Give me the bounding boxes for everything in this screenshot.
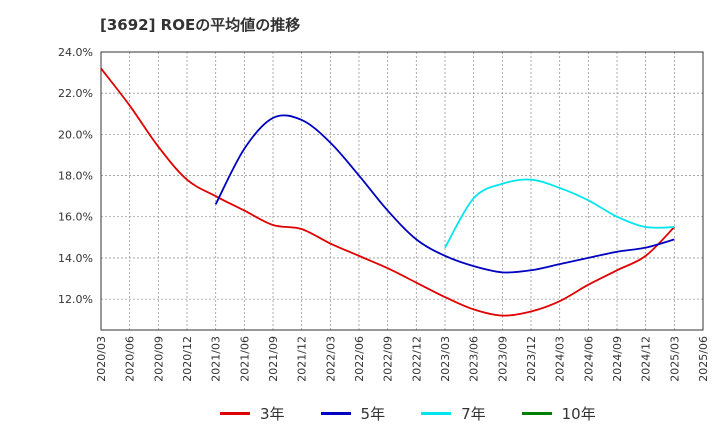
x-tick-label: 2025/06: [697, 336, 710, 382]
legend-label: 10年: [561, 405, 596, 423]
y-axis-ticks: 12.0% 14.0% 16.0% 18.0% 20.0% 22.0% 24.0%: [58, 46, 93, 306]
legend-swatch: [521, 412, 552, 415]
x-tick-label: 2021/09: [267, 336, 280, 382]
x-tick-label: 2022/09: [382, 336, 395, 382]
x-tick-label: 2020/12: [181, 336, 194, 382]
legend-item: 3年: [220, 403, 285, 424]
x-tick-label: 2025/03: [668, 336, 681, 382]
legend-swatch: [220, 412, 250, 415]
y-tick-label: 14.0%: [58, 252, 93, 265]
legend-swatch: [421, 412, 452, 415]
x-tick-label: 2022/03: [324, 336, 337, 382]
legend-item: 7年: [421, 403, 486, 424]
y-tick-label: 16.0%: [58, 211, 93, 224]
y-tick-label: 22.0%: [58, 87, 93, 100]
x-tick-label: 2024/06: [582, 336, 595, 382]
x-tick-label: 2022/06: [353, 336, 366, 382]
legend-item: 5年: [320, 403, 386, 424]
x-tick-label: 2023/06: [468, 336, 481, 382]
x-tick-label: 2021/03: [210, 336, 223, 382]
chart-title: [3692] ROEの平均値の推移: [100, 16, 301, 34]
series-line-5年: [214, 114, 675, 274]
x-tick-label: 2021/06: [238, 336, 251, 382]
x-tick-label: 2022/12: [410, 336, 423, 382]
y-tick-label: 18.0%: [58, 170, 93, 183]
x-tick-label: 2024/09: [611, 336, 624, 382]
x-tick-label: 2023/12: [525, 336, 538, 382]
x-tick-label: 2024/03: [554, 336, 567, 382]
x-tick-label: 2021/12: [296, 336, 309, 382]
plot-area-border: [100, 51, 704, 331]
legend-label: 3年: [260, 405, 285, 423]
x-tick-label: 2024/12: [640, 336, 653, 382]
legend-swatch: [320, 412, 351, 415]
x-axis-ticks: 2020/03 2020/06 2020/09 2020/12 2021/03 2021/…: [95, 336, 710, 382]
legend-item: 10年: [521, 403, 596, 424]
x-tick-label: 2020/03: [95, 336, 108, 382]
x-tick-label: 2023/03: [439, 336, 452, 382]
legend: 3年 5年 7年 10年: [220, 403, 596, 424]
series-line-7年: [444, 178, 675, 249]
y-tick-label: 20.0%: [58, 128, 93, 141]
y-tick-label: 24.0%: [58, 46, 93, 59]
x-tick-label: 2020/09: [152, 336, 165, 382]
series-lines: [100, 67, 675, 317]
x-tick-label: 2020/06: [124, 336, 137, 382]
y-tick-label: 12.0%: [58, 293, 93, 306]
x-tick-label: 2023/09: [496, 336, 509, 382]
legend-label: 7年: [461, 405, 486, 423]
legend-label: 5年: [360, 405, 386, 423]
series-line-3年: [100, 67, 675, 317]
grid-lines: [101, 52, 703, 330]
